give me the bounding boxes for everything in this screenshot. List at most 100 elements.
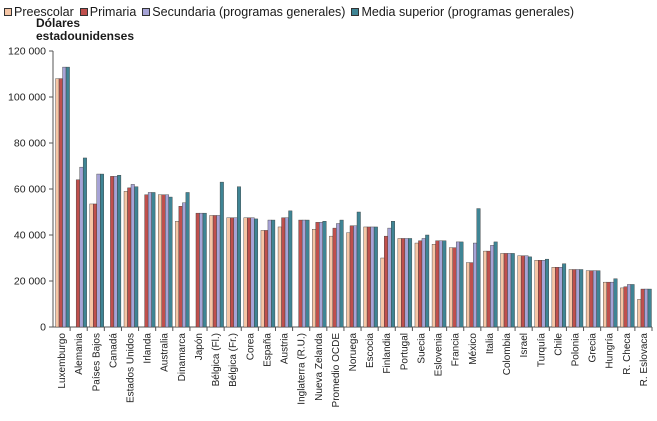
x-tick-label: Australia [160, 333, 171, 372]
bar [647, 288, 652, 328]
bar [250, 217, 255, 328]
bar [93, 203, 97, 328]
bar [315, 222, 320, 328]
y-tick-label: 80 000 [14, 138, 46, 150]
bar [387, 227, 392, 328]
bar [370, 226, 375, 328]
bar [229, 217, 234, 328]
bar [534, 260, 539, 328]
bar [75, 179, 80, 328]
bar [243, 217, 248, 328]
bar [319, 222, 323, 328]
bar [254, 218, 259, 328]
bar [486, 250, 491, 328]
bar [538, 260, 542, 328]
bar [545, 258, 549, 328]
bar [363, 226, 368, 328]
x-tick-label: Noruega [348, 333, 359, 372]
bar [490, 245, 495, 328]
x-tick-label: Polonia [570, 333, 581, 367]
legend-swatch-secundaria [142, 8, 151, 16]
bar [493, 241, 498, 328]
x-tick-label: Bélgica (Fr.) [228, 333, 239, 387]
x-tick-label: Alemania [74, 333, 85, 375]
bar [264, 230, 269, 328]
bar [216, 215, 221, 328]
bar [332, 227, 337, 328]
bar [606, 281, 611, 328]
bar [346, 232, 351, 328]
chart-legend: Preescolar Primaria Secundaria (programa… [4, 3, 656, 21]
x-tick-label: Austria [280, 333, 291, 365]
bar [620, 287, 625, 328]
bar [209, 215, 214, 328]
bar [168, 196, 173, 328]
y-tick-label: 100 000 [8, 92, 46, 104]
bar [517, 255, 522, 328]
bar [627, 284, 632, 328]
bar [158, 194, 162, 328]
bar [356, 211, 361, 328]
bar [442, 240, 447, 328]
bar [466, 262, 470, 328]
legend-item-secundaria: Secundaria (programas generales) [142, 5, 345, 19]
bar [452, 247, 457, 328]
bar [336, 223, 341, 328]
bar [596, 270, 601, 328]
bar [195, 212, 200, 328]
bar [312, 229, 316, 328]
x-tick-label: Escocia [365, 333, 376, 368]
bar [247, 217, 252, 328]
x-tick-label: Turquía [536, 333, 547, 368]
legend-item-primaria: Primaria [79, 5, 137, 19]
bar [510, 253, 515, 328]
bar [373, 226, 378, 328]
x-tick-label: Nueva Zelanda [314, 333, 325, 401]
bar [558, 267, 563, 328]
bar [226, 217, 231, 328]
x-tick-label: Chile [553, 333, 564, 356]
bar [592, 270, 597, 328]
bar [130, 184, 135, 328]
bar [151, 192, 156, 328]
bar [418, 240, 423, 328]
bar [233, 217, 238, 328]
bar [175, 220, 180, 328]
bar [182, 202, 187, 328]
bar [455, 241, 460, 328]
x-tick-label: Dinamarca [177, 333, 188, 382]
bar [469, 262, 474, 328]
x-tick-label: Bélgica (Fl.) [211, 333, 222, 386]
bar [503, 253, 508, 328]
legend-swatch-media-superior [351, 8, 360, 16]
y-axis-label: Dólares estadounidenses [36, 16, 135, 43]
bar [425, 234, 430, 328]
bar [353, 225, 358, 328]
bar [110, 176, 115, 328]
bar [339, 219, 344, 328]
bar [380, 257, 385, 328]
bar [637, 299, 642, 328]
bar [500, 253, 505, 328]
x-tick-label: Grecia [588, 333, 599, 363]
x-tick-label: Estados Unidos [126, 333, 137, 403]
legend-label-primaria: Primaria [89, 5, 137, 19]
bar [579, 269, 584, 328]
x-tick-label: Corea [245, 333, 256, 361]
x-tick-label: Finlandia [382, 333, 393, 374]
bar [96, 173, 101, 328]
bar [301, 219, 306, 328]
bar [644, 288, 649, 328]
bar [507, 253, 512, 328]
bar [448, 247, 453, 328]
bar [322, 220, 327, 328]
bar [397, 238, 402, 328]
x-tick-label: R. Checa [622, 333, 633, 375]
bar [161, 194, 166, 328]
bar [55, 78, 60, 328]
bar [113, 176, 118, 328]
bar [640, 288, 645, 328]
bar [589, 270, 594, 328]
x-tick-label: Irlanda [143, 333, 154, 364]
